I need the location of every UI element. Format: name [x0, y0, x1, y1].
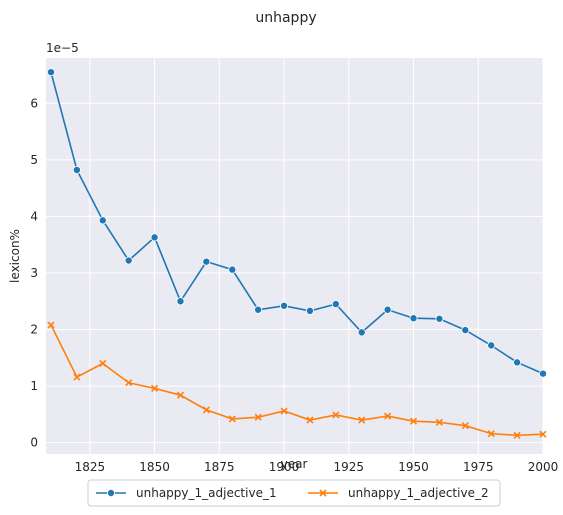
data-point — [124, 256, 133, 265]
data-point — [305, 306, 314, 315]
data-point — [539, 369, 548, 378]
data-point — [539, 430, 547, 438]
x-tick-labels: 1825 1850 1875 1900 1925 1950 1975 2000 — [75, 460, 559, 474]
data-point — [280, 301, 289, 310]
x-tick-label: 1975 — [463, 460, 494, 474]
data-point — [125, 379, 133, 387]
data-point — [409, 314, 418, 323]
y-tick-label: 6 — [30, 96, 38, 110]
x-tick-label: 1925 — [334, 460, 365, 474]
data-point — [487, 430, 495, 438]
data-point — [202, 406, 210, 414]
data-point — [331, 300, 340, 309]
series-layer — [47, 68, 548, 439]
x-tick-label: 1825 — [75, 460, 106, 474]
y-tick-labels: 0 1 2 3 4 5 6 — [30, 96, 38, 449]
x-tick-label: 1950 — [398, 460, 429, 474]
data-point — [150, 233, 159, 242]
legend-label: unhappy_1_adjective_2 — [348, 486, 489, 500]
data-point — [254, 305, 263, 314]
data-point — [47, 68, 56, 77]
y-scale-label: 1e−5 — [46, 41, 79, 55]
data-point — [332, 411, 340, 419]
data-point — [358, 416, 366, 424]
legend-frame — [87, 479, 501, 507]
data-point — [513, 431, 521, 439]
data-point — [151, 384, 159, 392]
data-point — [384, 412, 392, 420]
data-point — [99, 359, 107, 368]
data-point — [202, 257, 211, 266]
data-point — [280, 407, 288, 415]
series-1 — [47, 68, 548, 378]
legend-marker — [319, 489, 327, 497]
data-point — [435, 418, 443, 426]
x-tick-label: 1875 — [204, 460, 235, 474]
y-axis-label: lexicon% — [8, 229, 22, 283]
y-tick-label: 0 — [30, 436, 38, 450]
data-point — [176, 297, 185, 306]
data-point — [176, 391, 185, 399]
data-point — [487, 341, 496, 350]
legend: unhappy_1_adjective_1 unhappy_1_adjective… — [87, 479, 501, 507]
y-tick-label: 5 — [30, 153, 38, 167]
data-point — [513, 358, 522, 367]
data-point — [47, 321, 55, 329]
y-tick-label: 3 — [30, 266, 38, 280]
x-tick-label: 1900 — [269, 460, 300, 474]
data-point — [306, 416, 314, 424]
x-tick-label: 1850 — [139, 460, 170, 474]
data-point — [461, 422, 469, 430]
data-point — [228, 415, 236, 423]
data-point — [228, 265, 237, 274]
series-line — [50, 71, 544, 375]
x-tick-label: 2000 — [528, 460, 559, 474]
series-2 — [47, 321, 547, 439]
legend-label: unhappy_1_adjective_1 — [136, 486, 277, 500]
legend-marker — [107, 488, 116, 497]
data-point — [254, 413, 262, 421]
data-point — [73, 373, 81, 381]
x-axis-label: year — [281, 457, 308, 471]
data-point — [72, 166, 81, 175]
legend-item: unhappy_1_adjective_2 — [308, 486, 489, 500]
series-line — [50, 324, 544, 437]
legend-item: unhappy_1_adjective_1 — [96, 486, 277, 500]
grid-lines — [46, 58, 544, 454]
data-point — [357, 328, 366, 337]
y-tick-label: 4 — [30, 209, 38, 223]
data-point — [435, 314, 444, 323]
y-tick-label: 2 — [30, 323, 38, 337]
data-point — [383, 305, 392, 314]
plot-area — [46, 58, 543, 454]
data-point — [461, 326, 470, 335]
chart-title: unhappy — [255, 10, 316, 26]
y-tick-label: 1 — [30, 379, 38, 393]
data-point — [98, 216, 107, 225]
data-point — [409, 417, 418, 425]
